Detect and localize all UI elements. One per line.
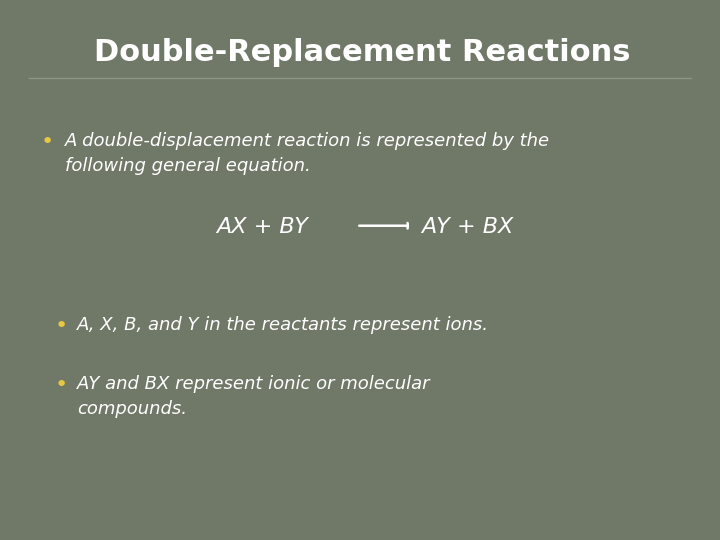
- Text: •: •: [55, 375, 68, 395]
- Text: •: •: [40, 132, 53, 152]
- Text: A, X, B, and Y in the reactants represent ions.: A, X, B, and Y in the reactants represen…: [77, 316, 489, 334]
- Text: AY and BX represent ionic or molecular
compounds.: AY and BX represent ionic or molecular c…: [77, 375, 431, 418]
- Text: •: •: [55, 316, 68, 336]
- Text: AY + BX: AY + BX: [421, 217, 513, 237]
- Text: AX + BY: AX + BY: [216, 217, 308, 237]
- Text: A double-displacement reaction is represented by the
following general equation.: A double-displacement reaction is repres…: [65, 132, 550, 176]
- Text: Double-Replacement Reactions: Double-Replacement Reactions: [94, 38, 630, 67]
